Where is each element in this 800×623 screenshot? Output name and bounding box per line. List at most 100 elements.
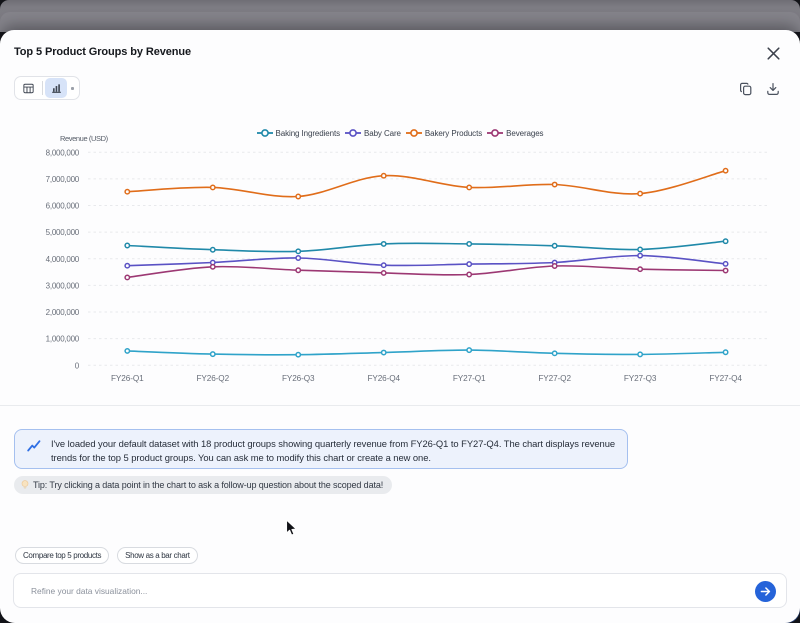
data-point[interactable] (637, 190, 644, 197)
close-button[interactable] (763, 43, 783, 63)
chart-legend: Baking Ingredients Baby Care Bakery Produc… (0, 126, 800, 140)
data-point[interactable] (209, 246, 216, 253)
data-point[interactable] (466, 271, 473, 278)
y-tick-label: 0 (75, 361, 80, 370)
y-tick-label: 5,000,000 (46, 228, 80, 237)
data-point[interactable] (295, 267, 302, 274)
suggestion-compare-top-5[interactable]: Compare top 5 products (15, 547, 110, 564)
data-point[interactable] (551, 263, 558, 269)
series-line[interactable] (127, 265, 726, 279)
data-point[interactable] (209, 351, 216, 358)
data-point[interactable] (124, 262, 131, 269)
data-point[interactable] (466, 240, 473, 247)
y-tick-label: 8,000,000 (46, 148, 80, 157)
chart-modal: Top 5 Product Groups by Revenue (0, 30, 800, 623)
section-divider (0, 405, 800, 406)
chart-view-button[interactable] (45, 78, 67, 98)
data-point[interactable] (124, 347, 131, 354)
data-point[interactable] (722, 267, 729, 274)
data-point[interactable] (466, 347, 473, 354)
copy-icon (740, 82, 752, 96)
x-tick-label: FY26-Q1 (111, 374, 144, 383)
data-point[interactable] (295, 248, 302, 255)
x-tick-label: FY26-Q4 (367, 374, 400, 383)
download-icon (767, 83, 779, 95)
data-point[interactable] (380, 240, 387, 247)
data-point[interactable] (722, 167, 729, 174)
data-point[interactable] (295, 193, 302, 200)
legend-marker (405, 129, 422, 137)
composer-bar (13, 573, 787, 608)
mouse-cursor (285, 519, 297, 536)
trending-up-icon (27, 440, 41, 452)
data-point[interactable] (209, 184, 216, 191)
y-axis-title: Revenue (USD) (60, 134, 108, 143)
data-point[interactable] (637, 266, 644, 273)
legend-item[interactable]: Beverages (487, 128, 544, 138)
data-point[interactable] (380, 269, 387, 276)
legend-item[interactable]: Baby Care (345, 128, 401, 138)
y-tick-label: 7,000,000 (46, 175, 80, 184)
y-tick-label: 1,000,000 (46, 335, 80, 344)
y-tick-label: 2,000,000 (46, 308, 80, 317)
data-point[interactable] (124, 188, 131, 195)
toggle-divider (42, 81, 43, 95)
data-point[interactable] (380, 262, 387, 269)
data-point[interactable] (295, 351, 302, 358)
data-point[interactable] (209, 263, 216, 270)
series-line[interactable] (127, 349, 726, 356)
data-point[interactable] (637, 252, 644, 259)
data-point[interactable] (380, 172, 387, 179)
x-tick-label: FY26-Q3 (282, 374, 315, 383)
data-point[interactable] (722, 238, 729, 245)
legend-label: Baby Care (364, 128, 401, 138)
view-toggle-caret[interactable] (67, 86, 77, 90)
data-point[interactable] (466, 261, 473, 268)
x-tick-label: FY27-Q4 (709, 374, 742, 383)
view-toggle-group (14, 76, 80, 100)
data-point[interactable] (466, 184, 473, 191)
legend-label: Beverages (506, 128, 544, 138)
data-point[interactable] (551, 181, 558, 188)
legend-marker (345, 129, 361, 137)
data-point[interactable] (124, 242, 131, 249)
send-button[interactable] (755, 581, 776, 602)
legend-item[interactable]: Baking Ingredients (256, 128, 341, 138)
legend-item[interactable]: Bakery Products (405, 128, 482, 138)
table-view-button[interactable] (16, 78, 41, 98)
data-point[interactable] (637, 351, 644, 358)
legend-marker (487, 129, 504, 137)
backdrop-sheet-edge (0, 12, 800, 32)
copy-button[interactable] (736, 79, 756, 99)
legend-marker (256, 129, 273, 137)
y-tick-label: 4,000,000 (46, 255, 80, 264)
x-tick-label: FY27-Q3 (624, 374, 657, 383)
tip-chip: Tip: Try clicking a data point in the ch… (14, 476, 393, 494)
assistant-message-text: I've loaded your default dataset with 18… (51, 438, 616, 463)
dimmed-backdrop (0, 0, 800, 32)
data-point[interactable] (722, 260, 729, 267)
lightbulb-icon (21, 479, 29, 489)
suggestion-chips: Compare top 5 products Show as a bar cha… (15, 547, 198, 564)
data-point[interactable] (551, 350, 558, 357)
series-line[interactable] (127, 254, 726, 267)
data-point[interactable] (637, 246, 644, 253)
suggestion-show-bar-chart[interactable]: Show as a bar chart (117, 547, 198, 564)
x-tick-label: FY27-Q1 (453, 374, 486, 383)
close-icon (766, 46, 780, 60)
series-line[interactable] (127, 240, 726, 253)
legend-label: Baking Ingredients (275, 128, 341, 138)
series-line[interactable] (127, 169, 726, 198)
table-icon (23, 83, 34, 93)
data-point[interactable] (124, 274, 131, 281)
arrow-right-icon (760, 587, 771, 596)
line-chart[interactable]: 8,000,000 7,000,000 6,000,000 5,000,000 4,00… (0, 30, 800, 623)
data-point[interactable] (551, 242, 558, 249)
y-tick-label: 3,000,000 (46, 281, 80, 290)
data-point[interactable] (722, 349, 729, 356)
data-point[interactable] (295, 255, 302, 261)
data-point[interactable] (380, 349, 387, 356)
composer-input[interactable] (18, 575, 748, 606)
download-button[interactable] (763, 79, 783, 99)
x-tick-label: FY27-Q2 (538, 374, 571, 383)
